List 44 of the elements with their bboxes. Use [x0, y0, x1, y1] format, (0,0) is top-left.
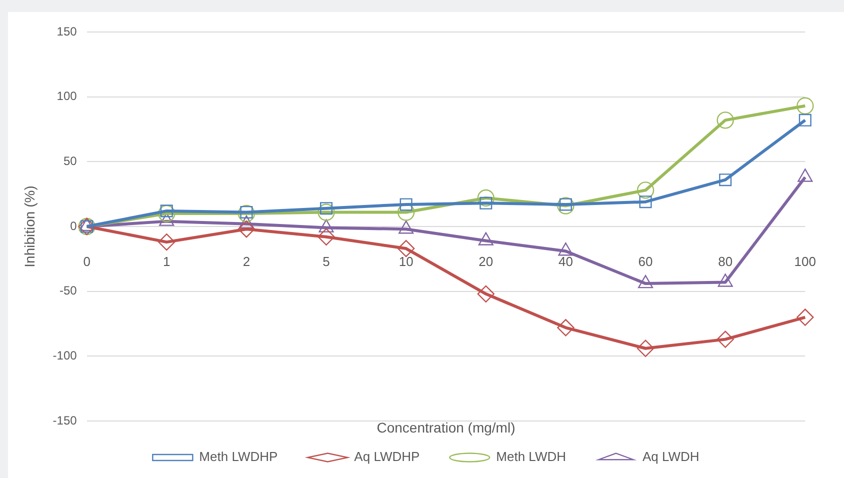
y-tick-label: 50	[63, 154, 78, 168]
y-tick-label: 150	[56, 24, 78, 38]
point	[158, 204, 176, 222]
x-axis-title: Concentration (mg/ml)	[376, 419, 516, 436]
y-tick-label: 100	[56, 89, 78, 104]
point	[477, 285, 494, 303]
point	[158, 233, 176, 251]
point	[796, 308, 814, 326]
point	[400, 198, 412, 211]
x-tick-label: 1	[163, 254, 170, 269]
point	[798, 114, 812, 126]
y-tick-label: -100	[52, 348, 78, 362]
point	[318, 228, 335, 246]
point	[318, 204, 335, 221]
point	[557, 319, 574, 336]
point	[796, 97, 814, 115]
x-tick-label: 10	[398, 254, 414, 269]
point	[636, 340, 654, 357]
point	[636, 182, 654, 199]
x-tick-label: 2	[242, 254, 250, 269]
point	[557, 197, 574, 214]
point	[716, 330, 734, 348]
y-tick-label: -50	[59, 284, 78, 298]
x-tick-label: 60	[638, 254, 653, 269]
y-axis-title: Inhibition (%)	[21, 186, 38, 268]
point	[716, 112, 734, 129]
point	[238, 220, 256, 238]
x-tick-label: 0	[83, 254, 90, 269]
point	[639, 196, 652, 208]
y-tick-label: 0	[70, 218, 78, 233]
x-tick-label: 80	[718, 254, 733, 269]
x-tick-label: 20	[478, 254, 494, 269]
point	[719, 174, 732, 186]
x-tick-label: 40	[558, 254, 573, 269]
legend-label: Aq LWDHP	[354, 449, 420, 464]
point	[477, 189, 494, 207]
point	[238, 204, 256, 222]
legend-label: Meth LWDH	[496, 449, 566, 464]
x-tick-label: 5	[322, 254, 330, 269]
y-tick-label: -150	[52, 413, 78, 428]
x-tick-label: 100	[794, 254, 816, 269]
legend-label: Meth LWDHP	[199, 449, 278, 464]
legend-label: Aq LWDH	[642, 449, 700, 464]
point	[397, 240, 415, 258]
